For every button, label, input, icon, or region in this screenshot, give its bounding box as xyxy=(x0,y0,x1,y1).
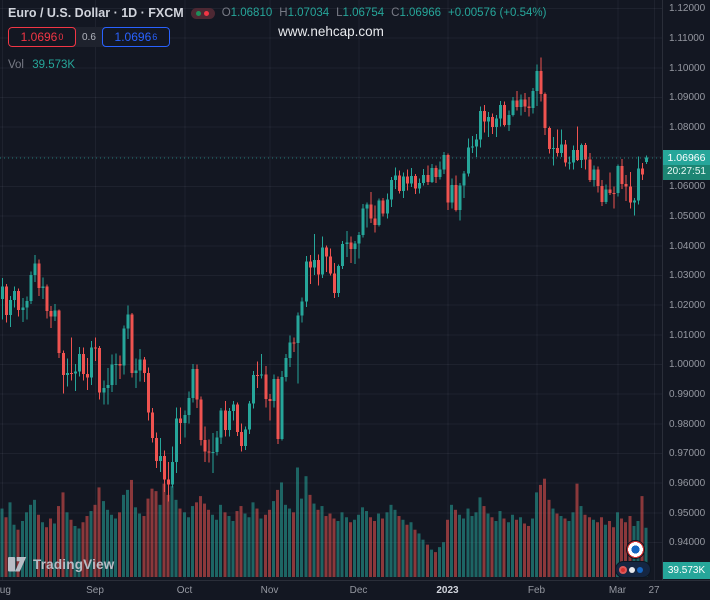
time-axis-label: 27 xyxy=(648,585,660,596)
sell-price: 1.0696 xyxy=(20,30,58,44)
buy-price-pip: 6 xyxy=(152,32,158,42)
time-axis-label: Mar xyxy=(608,585,627,596)
ohlc-values: O1.06810 H1.07034 L1.06754 C1.06966 +0.0… xyxy=(222,7,547,19)
spread-value: 0.6 xyxy=(76,27,102,47)
price-scale-label: 1.01000 xyxy=(669,329,706,341)
time-axis-label: Sep xyxy=(86,585,104,596)
price-scale-label: 1.08000 xyxy=(669,121,706,133)
price-scale-label: 1.02000 xyxy=(669,299,706,311)
price-scale-label: 1.09000 xyxy=(669,92,706,103)
high-label: H xyxy=(279,7,288,19)
price-scale-label: 1.00000 xyxy=(669,359,706,370)
legend-main-row: Euro / U.S. Dollar · 1D · FXCM O1.06810 … xyxy=(8,6,546,20)
time-axis-label: Dec xyxy=(349,585,368,596)
buy-price: 1.0696 xyxy=(114,30,152,44)
tradingview-logo[interactable]: TradingView xyxy=(8,557,114,572)
last-price-badge: 1.06966 20:27:51 xyxy=(663,149,710,180)
price-scale-label: 0.95000 xyxy=(669,507,706,519)
time-axis-label: Oct xyxy=(176,585,193,596)
volume-legend-row: Vol 39.573K xyxy=(8,59,546,71)
price-scale-label: 1.05000 xyxy=(669,210,706,222)
price-scale-label: 1.10000 xyxy=(669,62,706,74)
low-label: L xyxy=(336,7,343,19)
price-scale-label: 0.97000 xyxy=(669,448,706,459)
last-price-value: 1.06966 xyxy=(663,149,710,165)
volume-label: Vol xyxy=(8,59,24,71)
sell-price-pip: 0 xyxy=(58,32,64,42)
bar-countdown: 20:27:51 xyxy=(663,165,710,180)
chip-white-dot-icon xyxy=(629,566,635,573)
volume-value: 39.573K xyxy=(32,59,76,71)
close-value: 1.06966 xyxy=(399,7,442,19)
time-axis[interactable]: Aug Sep Oct Nov Dec 2023 Feb Mar 27 xyxy=(0,580,710,600)
price-scale-label: 0.96000 xyxy=(669,477,706,489)
change-value: +0.00576 (+0.54%) xyxy=(448,7,547,19)
tradingview-wordmark: TradingView xyxy=(33,557,115,572)
visibility-toggle-icon[interactable] xyxy=(190,7,215,19)
time-axis-label: Aug xyxy=(0,585,11,596)
price-scale-label: 1.06000 xyxy=(669,181,706,192)
volume-layer xyxy=(0,467,648,577)
time-axis-label: 2023 xyxy=(436,585,459,596)
chip-blue-dot-icon xyxy=(637,566,643,573)
price-scale-label: 0.98000 xyxy=(669,418,706,430)
price-scale-label: 1.12000 xyxy=(669,3,706,14)
volume-axis-badge: 39.573K xyxy=(663,562,710,579)
broker-chip-icon[interactable] xyxy=(627,541,644,558)
candle-layer xyxy=(1,57,648,502)
open-label: O xyxy=(221,7,231,19)
sell-button[interactable]: 1.0696 0 xyxy=(8,27,76,47)
hide-dot-icon xyxy=(204,10,210,16)
show-dot-icon xyxy=(196,10,202,16)
bid-ask-panel: 1.0696 0 0.6 1.0696 6 xyxy=(8,27,170,47)
broker-pill-icon[interactable] xyxy=(616,562,650,577)
tradingview-glyph-icon xyxy=(8,557,27,572)
time-axis-label: Feb xyxy=(527,585,546,596)
watermark-text: www.nehcap.com xyxy=(278,24,384,39)
price-scale-label: 0.99000 xyxy=(669,388,706,400)
symbol-title[interactable]: Euro / U.S. Dollar · 1D · FXCM xyxy=(8,6,184,20)
price-scale-label: 0.94000 xyxy=(669,537,706,548)
time-axis-label: Nov xyxy=(260,585,279,596)
high-value: 1.07034 xyxy=(287,7,330,19)
buy-button[interactable]: 1.0696 6 xyxy=(101,27,170,47)
price-scale-label: 1.03000 xyxy=(669,270,706,281)
open-value: 1.06810 xyxy=(230,7,273,19)
close-label: C xyxy=(391,7,400,19)
chip-red-dot-icon xyxy=(619,565,627,574)
price-scale-label: 1.11000 xyxy=(669,32,705,44)
grid-layer xyxy=(0,0,662,580)
low-value: 1.06754 xyxy=(342,7,385,19)
price-scale[interactable]: 1.120001.110001.100001.090001.080001.070… xyxy=(662,0,710,580)
price-scale-label: 1.04000 xyxy=(669,240,706,252)
chart-legend: Euro / U.S. Dollar · 1D · FXCM O1.06810 … xyxy=(8,6,546,71)
